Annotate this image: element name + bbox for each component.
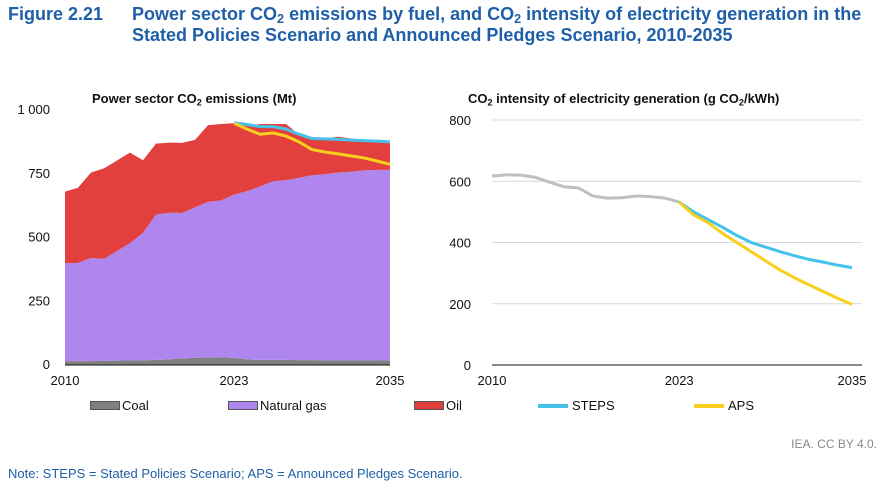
legend-oil: Oil: [414, 398, 462, 413]
y-tick-label: 400: [449, 236, 471, 251]
coal-swatch: [90, 401, 120, 410]
oil-swatch: [414, 401, 444, 410]
y-tick-label: 750: [28, 166, 50, 181]
y-tick-label: 0: [464, 358, 471, 373]
x-tick-label: 2023: [220, 373, 249, 388]
legend-steps: STEPS: [538, 398, 615, 413]
y-tick-label: 600: [449, 174, 471, 189]
emissions-area-chart: 0 250 500 750 1 000 2010 2023 2035: [17, 102, 405, 388]
steps-emissions-line: [233, 121, 391, 144]
aps-intensity-line: [678, 200, 853, 306]
oil-area: [65, 123, 390, 263]
legend-aps: APS: [694, 398, 754, 413]
legend-coal: Coal: [90, 398, 149, 413]
y-tick-label: 0: [43, 357, 50, 372]
legend-natural-gas: Natural gas: [228, 398, 326, 413]
right-chart-title: CO2 intensity of electricity generation …: [468, 91, 780, 108]
figure-title: Power sector CO2 emissions by fuel, and …: [132, 4, 862, 45]
x-tick-label: 2023: [665, 373, 694, 388]
natural-gas-swatch: [228, 401, 258, 410]
figure-number: Figure 2.21: [8, 4, 104, 24]
y-tick-label: 800: [449, 113, 471, 128]
footnote: Note: STEPS = Stated Policies Scenario; …: [8, 466, 463, 481]
legend: Coal Natural gas Oil STEPS APS: [0, 398, 887, 418]
source-credit: IEA. CC BY 4.0.: [791, 437, 877, 451]
aps-line-swatch: [694, 403, 724, 408]
natural-gas-area: [65, 169, 390, 362]
coal-area: [65, 357, 390, 365]
aps-emissions-line: [233, 121, 391, 166]
historical-intensity-line: [491, 173, 680, 204]
y-tick-label: 1 000: [17, 102, 50, 117]
x-tick-label: 2035: [838, 373, 867, 388]
x-tick-label: 2010: [51, 373, 80, 388]
steps-line-swatch: [538, 403, 568, 408]
steps-intensity-line: [678, 200, 853, 270]
x-tick-label: 2035: [376, 373, 405, 388]
intensity-line-chart: 0 200 400 600 800 2010 2023 2035: [449, 113, 867, 388]
x-tick-label: 2010: [478, 373, 507, 388]
y-tick-label: 250: [28, 293, 50, 308]
y-tick-label: 200: [449, 297, 471, 312]
y-tick-label: 500: [28, 230, 50, 245]
left-chart-title: Power sector CO2 emissions (Mt): [92, 91, 297, 108]
